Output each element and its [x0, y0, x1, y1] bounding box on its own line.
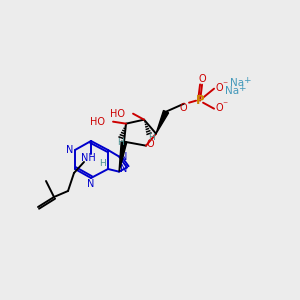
Text: HO: HO: [110, 109, 125, 119]
Text: H: H: [99, 158, 105, 167]
Text: Na: Na: [225, 86, 239, 96]
Text: HO: HO: [90, 117, 105, 127]
Polygon shape: [156, 110, 169, 134]
Text: H: H: [117, 138, 123, 147]
Text: Na: Na: [230, 78, 244, 88]
Polygon shape: [119, 141, 127, 172]
Text: H: H: [148, 133, 154, 142]
Text: N: N: [120, 152, 128, 161]
Text: +: +: [243, 76, 251, 85]
Text: N: N: [87, 179, 95, 189]
Text: N: N: [120, 164, 128, 174]
Text: +: +: [238, 84, 246, 93]
Text: O: O: [179, 103, 187, 113]
Text: O: O: [198, 74, 206, 84]
Text: P: P: [196, 94, 204, 107]
Text: O: O: [215, 83, 223, 93]
Text: ⁻: ⁻: [223, 101, 228, 111]
Text: O: O: [215, 103, 223, 113]
Text: NH: NH: [81, 153, 95, 163]
Text: N: N: [66, 145, 74, 155]
Text: ⁻: ⁻: [223, 81, 228, 91]
Text: O: O: [146, 139, 154, 149]
